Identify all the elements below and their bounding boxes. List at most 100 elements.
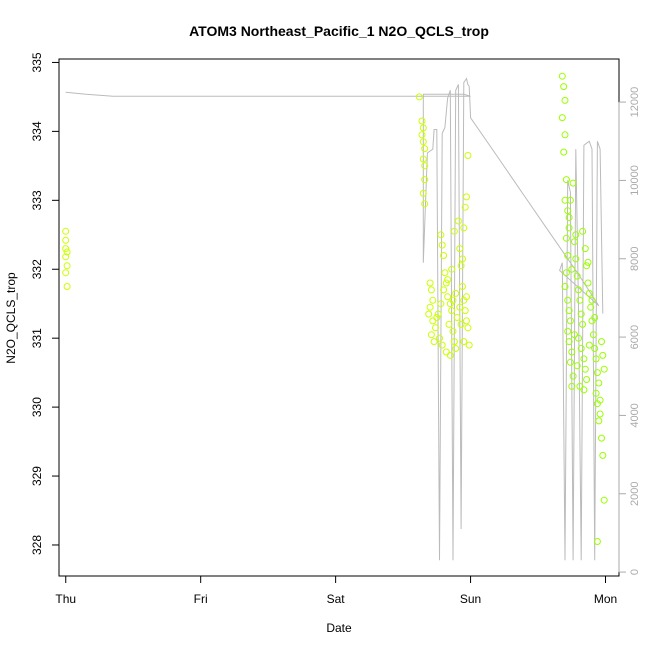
data-point — [421, 200, 429, 208]
data-point — [562, 176, 570, 184]
data-point — [596, 410, 604, 418]
data-point — [463, 317, 470, 325]
data-point — [575, 334, 582, 342]
y-tick-label: 335 — [30, 52, 44, 72]
right-tick-label: 10000 — [629, 165, 641, 196]
data-point — [63, 248, 71, 256]
y-tick-label: 329 — [30, 466, 44, 486]
data-point — [426, 303, 434, 311]
data-point — [434, 310, 442, 318]
data-point — [426, 279, 434, 287]
data-point — [573, 362, 581, 370]
data-point — [562, 269, 570, 277]
data-point — [442, 279, 450, 287]
data-point — [595, 379, 603, 387]
data-point — [419, 155, 427, 163]
data-point — [464, 324, 472, 332]
x-tick-label: Fri — [194, 592, 208, 606]
data-point — [569, 179, 577, 187]
data-point — [564, 207, 572, 215]
data-points — [62, 72, 608, 545]
data-point — [576, 296, 584, 304]
data-point — [459, 283, 466, 290]
data-point — [593, 369, 601, 377]
data-point — [433, 314, 441, 321]
data-point — [62, 227, 70, 235]
plot-box — [58, 58, 620, 577]
data-point — [429, 317, 437, 325]
right-tick-label: 4000 — [629, 403, 641, 427]
data-point — [589, 331, 597, 339]
data-point — [62, 236, 70, 244]
data-point — [558, 114, 566, 122]
data-point — [444, 293, 452, 301]
data-point — [564, 327, 572, 335]
right-tick-label: 0 — [629, 569, 641, 575]
data-point — [461, 203, 469, 211]
data-point — [456, 245, 464, 253]
data-point — [421, 162, 429, 170]
y-tick-label: 332 — [30, 259, 44, 279]
data-point — [457, 320, 465, 328]
data-point — [419, 138, 427, 146]
data-point — [464, 152, 472, 159]
y-tick-label: 334 — [30, 121, 44, 141]
data-point — [585, 341, 593, 349]
data-point — [599, 351, 607, 359]
data-point — [591, 345, 599, 352]
data-point — [579, 320, 587, 328]
data-point — [446, 351, 454, 359]
data-point — [569, 372, 577, 380]
data-point — [600, 496, 608, 504]
data-point — [598, 434, 605, 442]
data-point — [562, 234, 570, 242]
data-point — [584, 279, 592, 287]
data-point — [581, 365, 589, 373]
data-point — [583, 262, 591, 270]
data-point — [454, 217, 462, 225]
data-point — [595, 417, 603, 425]
data-point — [561, 196, 569, 204]
data-point — [444, 276, 452, 284]
right-tick-label: 6000 — [629, 325, 641, 349]
data-point — [583, 376, 591, 383]
y-tick-label: 328 — [30, 535, 44, 555]
data-point — [437, 231, 445, 239]
data-point — [568, 382, 576, 390]
data-point — [561, 131, 569, 139]
y-axis-label: N2O_QCLS_trop — [4, 272, 18, 364]
altitude-series — [65, 77, 604, 561]
data-point — [571, 331, 578, 339]
data-point — [600, 365, 608, 373]
data-point — [591, 314, 599, 321]
right-tick-label: 12000 — [629, 87, 641, 118]
data-point — [588, 296, 596, 304]
data-point — [425, 310, 433, 318]
data-point — [575, 286, 582, 294]
data-point — [565, 307, 573, 315]
right-tick-label: 2000 — [629, 482, 641, 506]
chart-title: ATOM3 Northeast_Pacific_1 N2O_QCLS_trop — [189, 23, 489, 39]
x-tick-label: Sat — [327, 592, 346, 606]
data-point — [465, 341, 473, 349]
data-point — [558, 72, 566, 80]
data-point — [418, 131, 426, 139]
x-tick-label: Mon — [594, 592, 617, 606]
data-point — [592, 389, 600, 397]
data-point — [450, 227, 458, 235]
data-point — [561, 96, 569, 104]
x-tick-label: Thu — [55, 592, 76, 606]
data-point — [561, 283, 569, 290]
y-tick-label: 333 — [30, 190, 44, 210]
data-point — [580, 355, 588, 363]
data-point — [442, 348, 450, 356]
x-tick-label: Sun — [460, 592, 481, 606]
data-point — [560, 148, 568, 156]
data-point — [62, 245, 70, 253]
right-axis: 0 2000 4000 6000 8000 10000 12000 — [618, 87, 641, 575]
data-point — [441, 269, 449, 277]
right-tick-label: 8000 — [629, 247, 641, 271]
data-point — [415, 93, 423, 101]
data-point — [585, 289, 593, 297]
x-axis-label: Date — [326, 621, 352, 635]
